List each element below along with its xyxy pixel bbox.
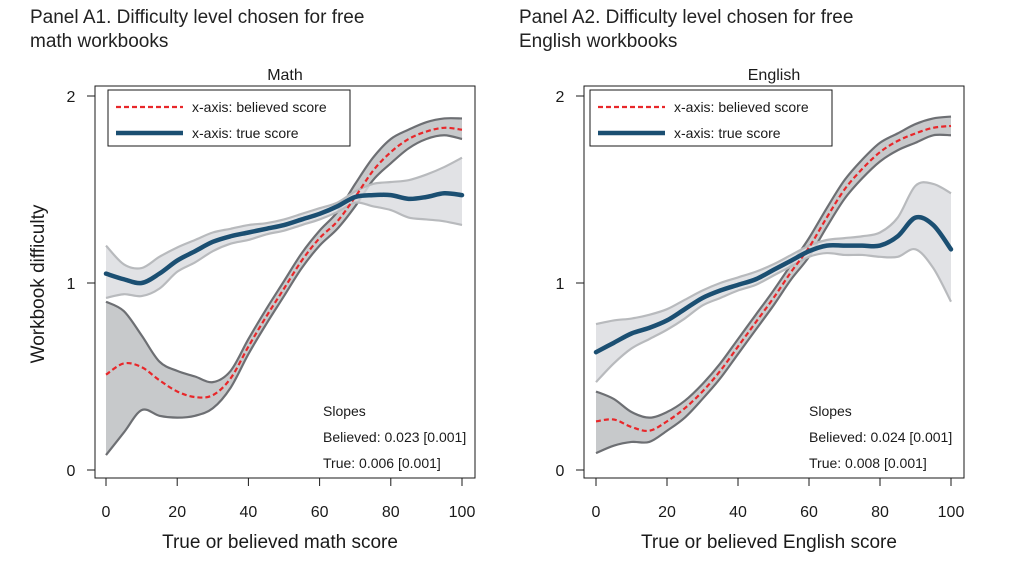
panel-1-ci-band-true	[106, 157, 462, 298]
panel-2-legend-label-believed: x-axis: believed score	[674, 99, 809, 115]
panel-2-x-tick-label-40: 40	[729, 504, 747, 521]
panel-1-x-tick-label-100: 100	[449, 504, 476, 521]
panel-1-y-axis-label: Workbook difficulty	[28, 204, 49, 363]
panel-2-ci-band-true	[596, 182, 951, 383]
panel-2-legend-box	[589, 89, 833, 147]
panel-1-title: Math	[267, 67, 303, 84]
panel-2-x-tick-label-100: 100	[938, 504, 965, 521]
panel-2-title: English	[748, 67, 800, 84]
panel-2-ci-lower-believed	[595, 133, 952, 455]
panel-2-ci-upper-believed	[595, 115, 952, 419]
panel-2-y-tick-label-1: 1	[556, 276, 565, 293]
panel-1-y-tick-label-1: 1	[67, 276, 76, 293]
panel-1-legend-label-believed: x-axis: believed score	[192, 99, 327, 115]
panel-1-ci-lower-believed	[105, 134, 463, 456]
panel-2-slope-true: True: 0.008 [0.001]	[809, 455, 927, 471]
panel-a1-heading: Panel A1. Difficulty level chosen for fr…	[30, 6, 364, 54]
panel-1-legend-label-true: x-axis: true score	[192, 125, 299, 141]
panel-2-y-tick-label-2: 2	[556, 89, 565, 106]
panel-2-plot-frame	[583, 85, 965, 479]
panel-2-y-tick-label-0: 0	[556, 463, 565, 480]
panel-1-line-believed-score	[105, 126, 463, 399]
panel-1-ci-upper-true	[105, 156, 463, 270]
panel-2-line-true-score	[593, 214, 954, 355]
panel-1-x-tick-label-0: 0	[102, 504, 111, 521]
panel-1-y-tick-label-0: 0	[67, 463, 76, 480]
panel-1-slope-true: True: 0.006 [0.001]	[323, 455, 441, 471]
panel-2-slopes-title: Slopes	[809, 403, 852, 419]
panel-1-line-true-score	[103, 190, 465, 286]
panel-1-legend-box	[107, 89, 351, 147]
panel-a2-heading-line1: Panel A2. Difficulty level chosen for fr…	[519, 7, 854, 28]
panel-2-x-tick-label-60: 60	[800, 504, 818, 521]
panel-1-x-tick-label-20: 20	[168, 504, 186, 521]
panel-2-ci-lower-true	[595, 247, 952, 383]
panel-2-x-axis-label: True or believed English score	[641, 532, 897, 553]
panel-1-slopes-title: Slopes	[323, 403, 366, 419]
panel-1-x-axis-label: True or believed math score	[162, 532, 398, 553]
panel-2-x-tick-label-20: 20	[658, 504, 676, 521]
panel-1-x-tick-label-40: 40	[240, 504, 258, 521]
panel-a2-heading: Panel A2. Difficulty level chosen for fr…	[519, 6, 853, 54]
panel-2-legend-label-true: x-axis: true score	[674, 125, 781, 141]
panel-1-ci-upper-believed	[105, 117, 463, 384]
panel-2-ci-upper-true	[595, 181, 952, 326]
panel-2-x-tick-label-0: 0	[592, 504, 601, 521]
panel-1-slope-believed: Believed: 0.023 [0.001]	[323, 429, 466, 445]
panel-1-y-tick-label-2: 2	[67, 89, 76, 106]
panel-a1-heading-line1: Panel A1. Difficulty level chosen for fr…	[30, 7, 365, 28]
panel-2-slope-believed: Believed: 0.024 [0.001]	[809, 429, 952, 445]
panel-1-ci-lower-true	[105, 201, 463, 300]
panel-a1-heading-line2: math workbooks	[30, 31, 169, 52]
panel-2-line-believed-score	[595, 124, 952, 433]
panel-a2-heading-line2: English workbooks	[519, 31, 678, 52]
panel-1-x-tick-label-80: 80	[382, 504, 400, 521]
panel-1-x-tick-label-60: 60	[311, 504, 329, 521]
panel-2-x-tick-label-80: 80	[871, 504, 889, 521]
panel-2-ci-band-believed	[596, 116, 951, 454]
